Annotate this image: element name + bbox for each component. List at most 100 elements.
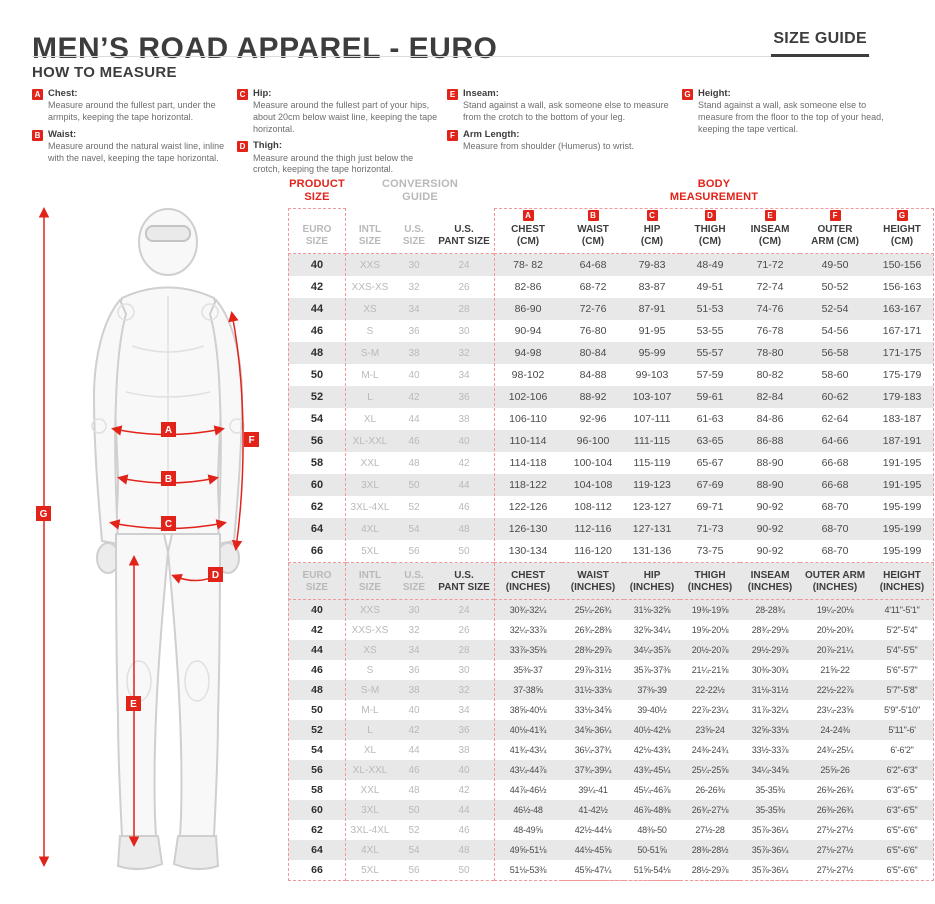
cell-outer-arm: 24¾-25¼ — [816, 745, 854, 755]
cell-inseam: 35⅞-36¼ — [751, 865, 789, 875]
cell-waist: 108-112 — [574, 501, 612, 513]
column-header: OUTER ARM (INCHES) — [800, 562, 871, 600]
cell-intl-size: 5XL — [361, 545, 379, 557]
cell-thigh: 48-49 — [696, 259, 724, 271]
cell-waist: 37¾-39¼ — [574, 765, 612, 775]
letter-badge: A — [32, 89, 43, 100]
cell-outer-arm: 56-58 — [821, 347, 849, 359]
cell-height: 6'3"-6'5" — [886, 805, 918, 815]
cell-inseam: 86-88 — [756, 435, 784, 447]
cell-thigh: 23⅝-24 — [695, 725, 725, 735]
cell-us-pant-size: 26 — [458, 624, 470, 636]
cell-intl-size: L — [367, 724, 373, 736]
cell-inseam: 28¾-29⅛ — [751, 625, 789, 635]
column-header: INTL SIZE — [346, 208, 394, 254]
cell-hip: 111-115 — [633, 435, 671, 447]
cell-inseam: 88-90 — [756, 479, 784, 491]
cell-chest: 98-102 — [511, 369, 545, 381]
cell-height: 6'5"-6'6" — [886, 825, 918, 835]
size-table: PRODUCT SIZE CONVERSION GUIDE BODY MEASU… — [288, 178, 935, 881]
cell-waist: 44⅛-45⅝ — [574, 845, 612, 855]
measure-description: Measure around the fullest part, under t… — [48, 100, 216, 123]
column-letter-badge: F — [829, 210, 841, 221]
table-row-cm: 60 3XL 50 44 118-122 104-108 119-123 67-… — [288, 474, 935, 496]
cell-us-size: 40 — [408, 704, 420, 716]
cm-header-row: EURO SIZE INTL SIZE U.S. SIZE U.S. P — [288, 208, 935, 254]
table-row-cm: 58 XXL 48 42 114-118 100-104 115-119 65-… — [288, 452, 934, 474]
cell-us-size: 32 — [408, 624, 420, 636]
cell-outer-arm: 21⅝-22 — [820, 665, 850, 675]
cell-outer-arm: 25⅝-26 — [820, 765, 850, 775]
table-row-inches: 40 XXS 30 24 30¾-32¼ 25¼-26¾ 31⅛-32⅝ 19⅜… — [288, 599, 935, 620]
group-conversion-guide: CONVERSION GUIDE — [382, 178, 458, 203]
cell-intl-size: XL-XXL — [352, 435, 388, 447]
table-row-inches: 48 S-M 38 32 37-38⅝ 31½-33⅛ 37⅜-39 22-22… — [288, 680, 935, 700]
cell-thigh: 55-57 — [696, 347, 724, 359]
table-row-cm: 52 L 42 36 102-106 88-92 103-107 59-61 8… — [288, 386, 935, 408]
cell-hip: 32⅝-34¼ — [633, 625, 671, 635]
measure-term: Hip: — [253, 88, 272, 99]
column-header: EURO SIZE — [288, 208, 346, 254]
cell-us-size: 36 — [408, 664, 420, 676]
cell-euro-size: 44 — [310, 303, 324, 315]
cell-us-pant-size: 32 — [458, 347, 470, 359]
cell-hip: 119-123 — [633, 479, 671, 491]
cell-height: 5'11"-6' — [888, 725, 916, 735]
cell-height: 171-175 — [882, 347, 922, 359]
cell-intl-size: 5XL — [361, 864, 379, 876]
cell-intl-size: 4XL — [361, 844, 379, 856]
cell-waist: 25¼-26¾ — [574, 605, 612, 615]
cell-height: 191-195 — [882, 479, 922, 491]
column-header: CHEST (INCHES) — [494, 562, 563, 600]
cell-waist: 116-120 — [574, 545, 612, 557]
cell-height: 179-183 — [882, 391, 922, 403]
cell-us-size: 34 — [408, 303, 420, 315]
cell-hip: 127-131 — [632, 523, 672, 535]
cell-us-pant-size: 38 — [458, 413, 470, 425]
cell-outer-arm: 60-62 — [821, 391, 849, 403]
cell-inseam: 74-76 — [756, 303, 784, 315]
table-row-inches: 42 XXS-XS 32 26 32¼-33⅞ 26¾-28⅜ 32⅝-34¼ … — [288, 620, 934, 640]
measure-column-1: A Chest: Measure around the fullest part… — [32, 88, 237, 179]
cell-height: 6'3"-6'5" — [886, 785, 918, 795]
cell-thigh: 61-63 — [696, 413, 724, 425]
cell-height: 183-187 — [882, 413, 922, 425]
column-header: HEIGHT (INCHES) — [870, 562, 935, 600]
letter-badge: G — [682, 89, 693, 100]
cell-us-pant-size: 36 — [458, 391, 470, 403]
cell-intl-size: XL-XXL — [352, 764, 388, 776]
cell-us-size: 38 — [408, 684, 420, 696]
cell-height: 5'4"-5'5" — [886, 645, 918, 655]
cell-waist: 33⅛-34⅝ — [574, 705, 612, 715]
cell-waist: 100-104 — [573, 457, 613, 469]
measure-description: Measure from shoulder (Humerus) to wrist… — [463, 141, 635, 152]
table-row-inches: 60 3XL 50 44 46½-48 41-42½ 46⅞-48⅜ 26¾-2… — [288, 800, 935, 820]
cell-us-pant-size: 40 — [458, 435, 470, 447]
cell-chest: 126-130 — [508, 523, 548, 535]
cell-waist: 28⅜-29⅞ — [574, 645, 612, 655]
cell-euro-size: 64 — [310, 523, 324, 535]
cell-outer-arm: 58-60 — [821, 369, 849, 381]
cell-waist: 104-108 — [573, 479, 613, 491]
cell-us-size: 56 — [408, 545, 420, 557]
cell-inseam: 90-92 — [756, 545, 784, 557]
cell-intl-size: S — [366, 325, 374, 337]
cell-euro-size: 58 — [310, 457, 324, 469]
measure-column-3: E Inseam: Stand against a wall, ask some… — [447, 88, 682, 179]
cell-inseam: 35-35⅜ — [755, 805, 785, 815]
cell-chest: 38⅝-40⅛ — [509, 705, 547, 715]
cell-thigh: 28½-29⅞ — [691, 865, 729, 875]
cell-inseam: 88-90 — [756, 457, 784, 469]
cell-euro-size: 54 — [310, 413, 324, 425]
cell-outer-arm: 26⅜-26¾ — [816, 805, 854, 815]
size-guide-tab[interactable]: SIZE GUIDE — [771, 30, 869, 57]
column-header: U.S. PANT SIZE — [434, 208, 495, 254]
cell-us-pant-size: 30 — [458, 325, 470, 337]
table-group-header: PRODUCT SIZE CONVERSION GUIDE BODY MEASU… — [288, 178, 934, 208]
group-product-size: PRODUCT SIZE — [289, 178, 345, 203]
table-row-cm: 56 XL-XXL 46 40 110-114 96-100 111-115 6… — [288, 430, 935, 452]
cell-hip: 123-127 — [632, 501, 672, 513]
cell-us-size: 50 — [408, 479, 420, 491]
cell-us-size: 54 — [408, 523, 420, 535]
